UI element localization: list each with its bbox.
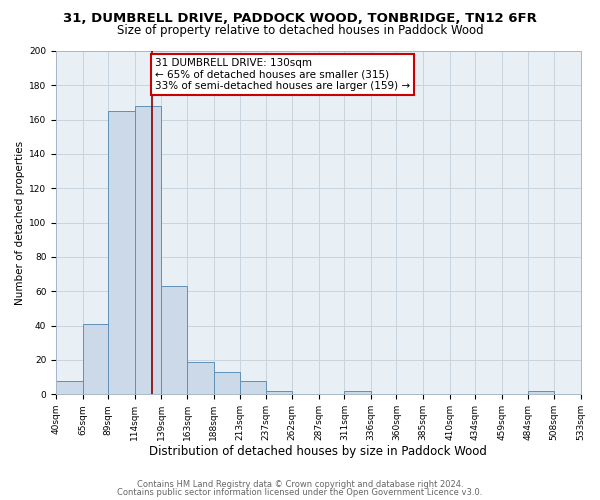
Bar [529, 391, 554, 394]
Text: Contains HM Land Registry data © Crown copyright and database right 2024.: Contains HM Land Registry data © Crown c… [137, 480, 463, 489]
Text: 31, DUMBRELL DRIVE, PADDOCK WOOD, TONBRIDGE, TN12 6FR: 31, DUMBRELL DRIVE, PADDOCK WOOD, TONBRI… [63, 12, 537, 26]
Bar [240, 380, 266, 394]
Bar [187, 362, 214, 394]
X-axis label: Distribution of detached houses by size in Paddock Wood: Distribution of detached houses by size … [149, 444, 487, 458]
Bar [161, 286, 187, 394]
Bar [135, 106, 161, 394]
Bar [83, 324, 108, 394]
Text: Size of property relative to detached houses in Paddock Wood: Size of property relative to detached ho… [116, 24, 484, 37]
Text: Contains public sector information licensed under the Open Government Licence v3: Contains public sector information licen… [118, 488, 482, 497]
Bar [344, 391, 371, 394]
Bar [266, 391, 292, 394]
Text: 31 DUMBRELL DRIVE: 130sqm
← 65% of detached houses are smaller (315)
33% of semi: 31 DUMBRELL DRIVE: 130sqm ← 65% of detac… [155, 58, 410, 91]
Y-axis label: Number of detached properties: Number of detached properties [15, 140, 25, 304]
Bar [108, 111, 135, 394]
Bar [214, 372, 240, 394]
Bar [56, 380, 83, 394]
